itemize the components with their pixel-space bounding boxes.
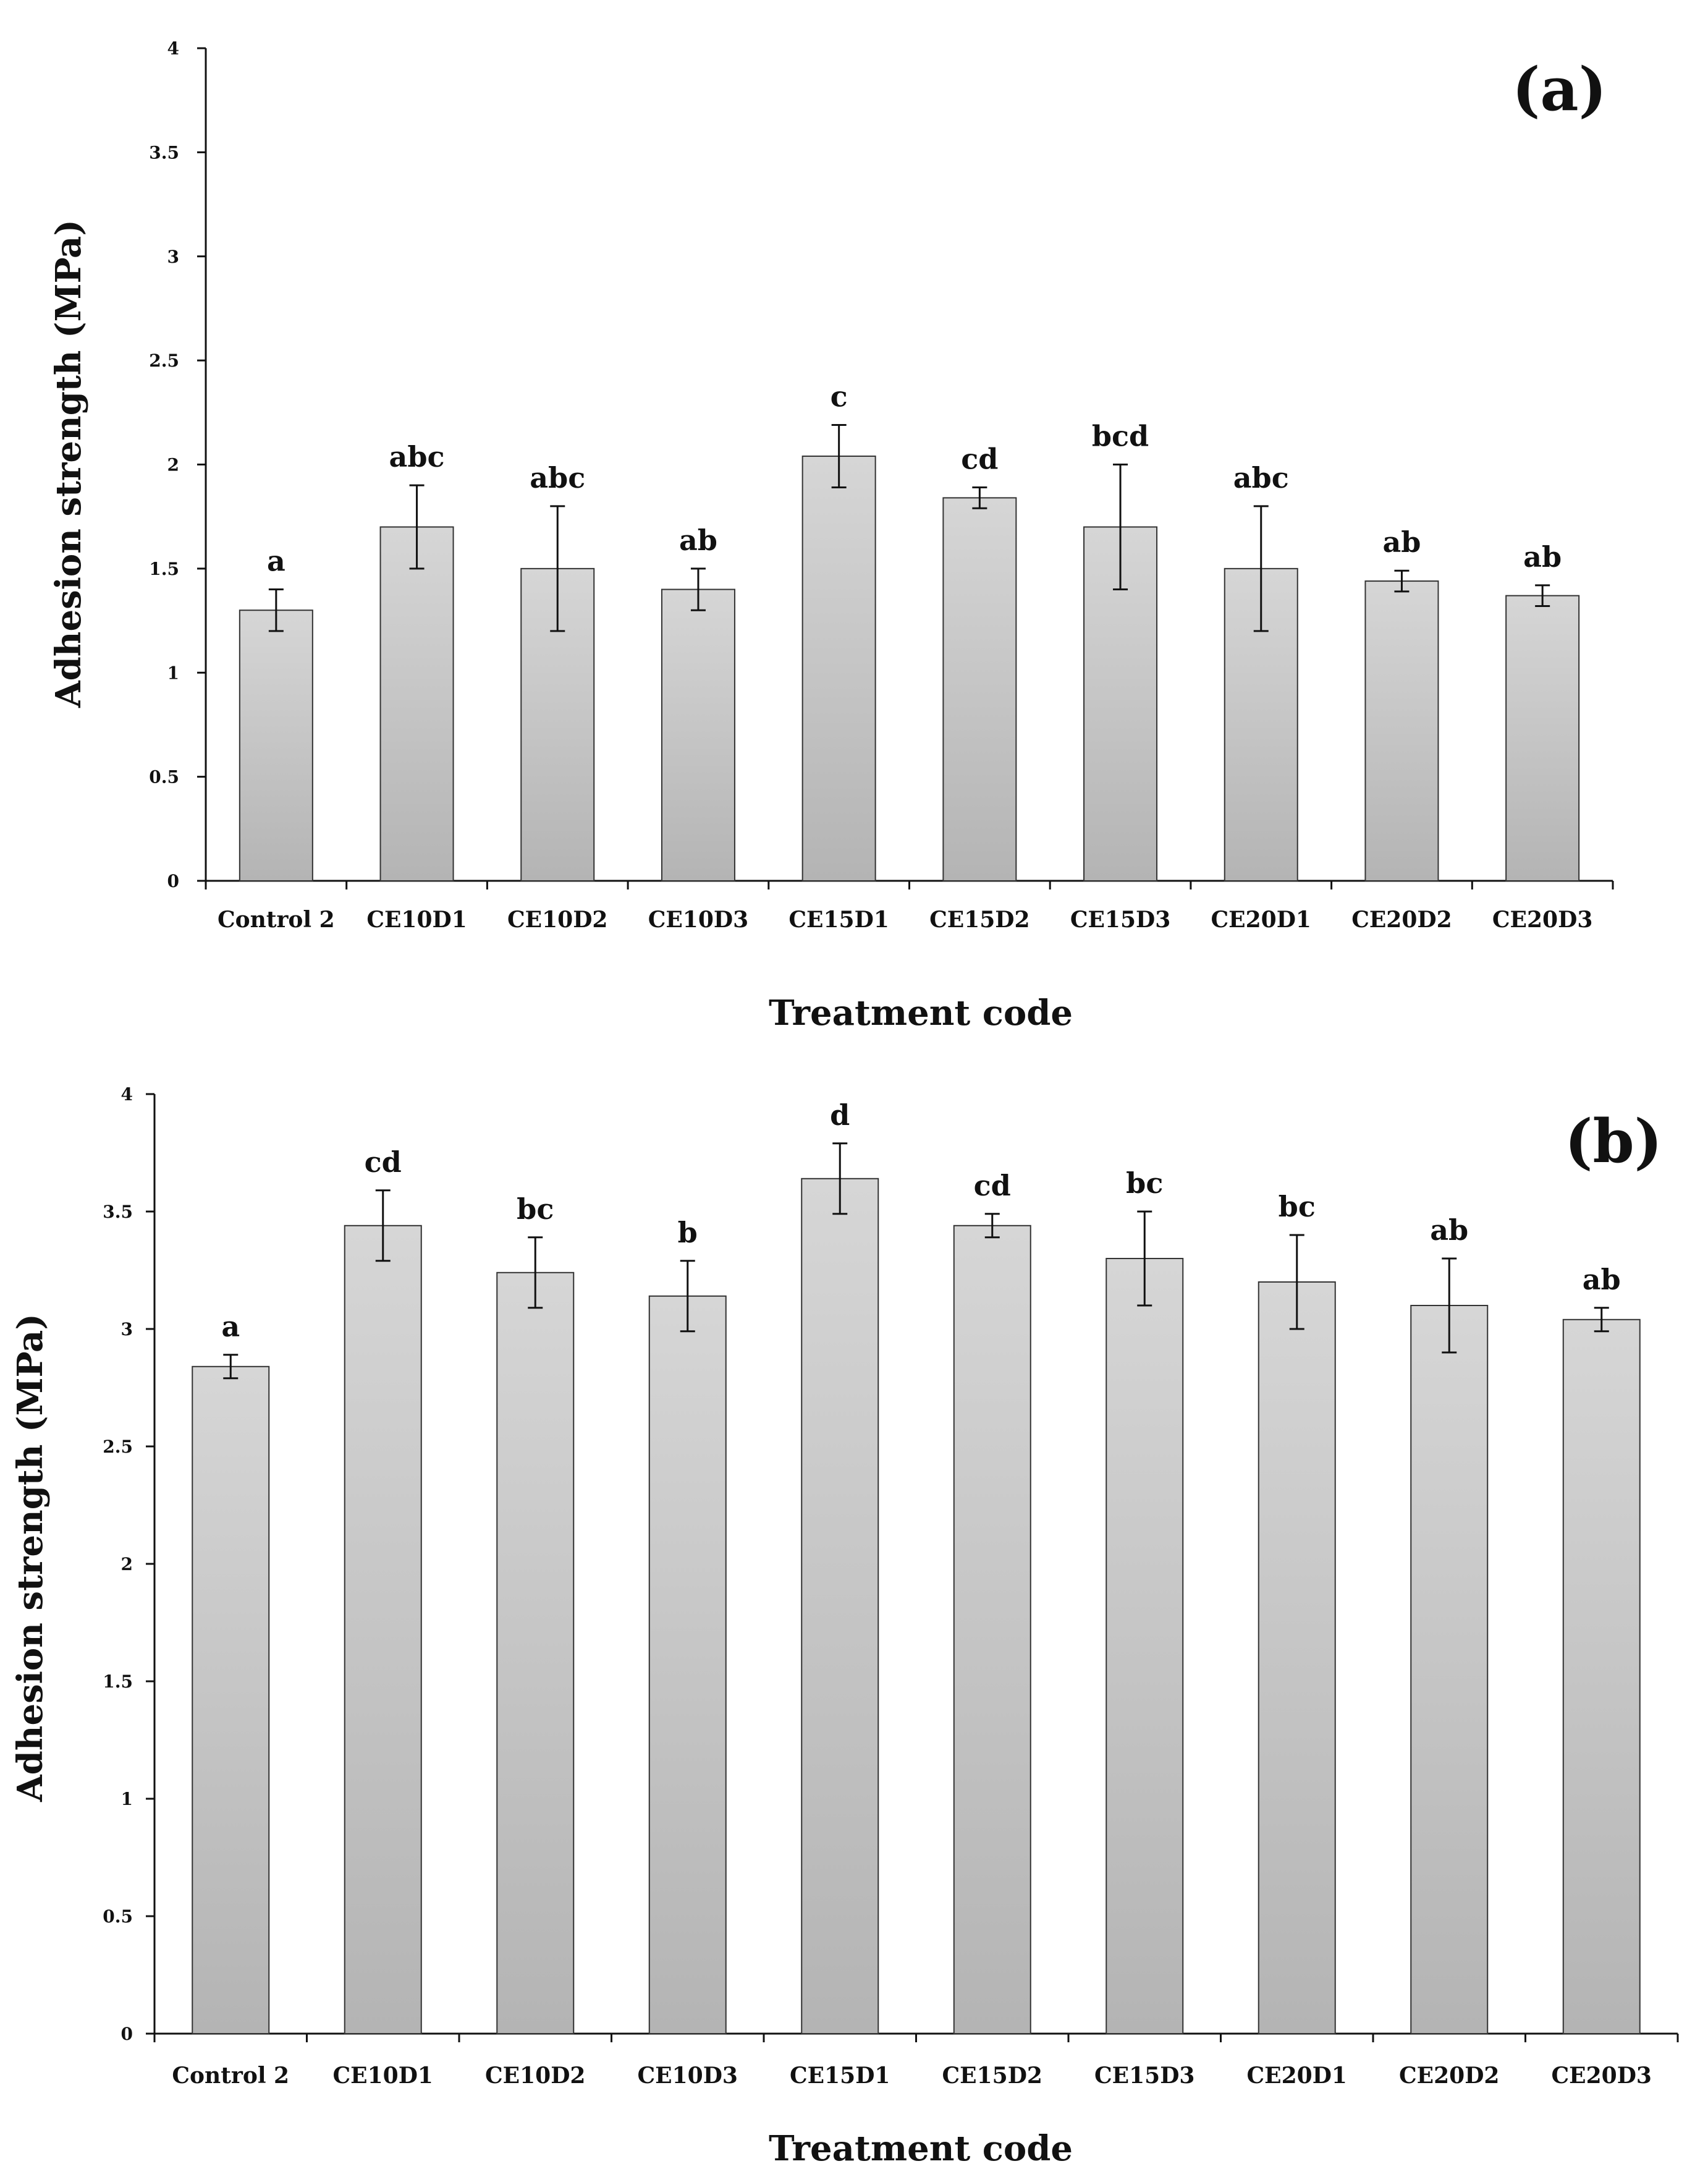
y-tick-label: 2.5 — [149, 350, 179, 371]
category-label: CE10D1 — [366, 907, 467, 933]
y-axis-title-b: Adhesion strength (MPa) — [10, 1314, 51, 1802]
category-label: CE15D1 — [788, 907, 889, 933]
category-label: CE15D1 — [790, 2063, 890, 2089]
significance-letter: a — [221, 1310, 240, 1343]
significance-letter: abc — [389, 440, 445, 473]
y-tick-label: 4 — [167, 38, 179, 59]
significance-letter: abc — [530, 461, 585, 494]
significance-letter: cd — [365, 1145, 402, 1179]
significance-letter: b — [678, 1216, 698, 1249]
y-tick-label: 0 — [121, 2024, 133, 2044]
category-label: CE20D1 — [1247, 2063, 1347, 2089]
category-label: Control 2 — [218, 907, 335, 933]
bar — [1364, 580, 1439, 882]
category-label: CE15D3 — [1070, 907, 1170, 933]
bar — [953, 1225, 1031, 2034]
bar — [1106, 1258, 1184, 2034]
category-label: CE20D3 — [1492, 907, 1592, 933]
significance-letter: c — [831, 380, 848, 414]
y-tick-label: 3 — [121, 1319, 133, 1339]
y-tick-label: 0 — [167, 871, 179, 891]
bar — [648, 1295, 727, 2034]
panel-label-b: (b) — [1565, 1106, 1662, 1176]
panel-label-a: (a) — [1512, 54, 1607, 124]
y-tick-label: 1.5 — [103, 1671, 133, 1692]
bar — [1562, 1318, 1641, 2034]
category-label: CE10D3 — [648, 907, 748, 933]
chart-panel-b: (b) Adhesion strength (MPa) Treatment co… — [10, 1084, 1679, 2169]
significance-letter: bcd — [1092, 420, 1149, 453]
y-tick-label: 4 — [121, 1084, 133, 1105]
significance-letter: abc — [1233, 461, 1289, 494]
y-tick-label: 0.5 — [103, 1906, 133, 1927]
bar — [1258, 1281, 1336, 2034]
y-tick-label: 2 — [121, 1554, 133, 1574]
y-tick-label: 1.5 — [149, 559, 179, 579]
bar — [942, 497, 1017, 881]
category-label: CE20D2 — [1351, 907, 1452, 933]
significance-letter: cd — [974, 1169, 1011, 1202]
y-tick-label: 1 — [121, 1789, 133, 1809]
category-label: CE20D2 — [1399, 2063, 1499, 2089]
category-label: CE15D2 — [929, 907, 1029, 933]
category-label: CE20D3 — [1552, 2063, 1652, 2089]
y-tick-label: 1 — [167, 663, 179, 683]
significance-letter: a — [267, 545, 285, 578]
significance-letter: d — [830, 1098, 850, 1132]
x-axis-title-a: Treatment code — [769, 993, 1073, 1034]
y-tick-label: 2 — [167, 455, 179, 475]
category-label: Control 2 — [172, 2063, 289, 2089]
category-label: CE10D1 — [333, 2063, 433, 2089]
category-label: CE10D2 — [485, 2063, 585, 2089]
bar — [496, 1271, 575, 2034]
y-axis-title-a: Adhesion strength (MPa) — [48, 219, 89, 708]
category-label: CE15D3 — [1094, 2063, 1194, 2089]
y-tick-label: 3.5 — [149, 142, 179, 163]
bar — [192, 1365, 270, 2034]
category-label: CE10D3 — [638, 2063, 738, 2089]
significance-letter: bc — [1126, 1166, 1163, 1200]
category-label: CE10D2 — [507, 907, 607, 933]
chart-panel-a: (a) Adhesion strength (MPa) Treatment co… — [48, 38, 1614, 1034]
y-tick-label: 2.5 — [103, 1437, 133, 1457]
bar — [801, 1178, 879, 2034]
bar — [239, 609, 313, 881]
category-label: CE15D2 — [942, 2063, 1042, 2089]
bar — [801, 456, 876, 881]
bar — [1410, 1305, 1489, 2034]
y-tick-label: 3.5 — [103, 1202, 133, 1222]
significance-letter: ab — [1583, 1263, 1621, 1296]
y-tick-label: 0.5 — [149, 767, 179, 787]
significance-letter: bc — [517, 1192, 554, 1226]
bar — [661, 588, 735, 881]
bar — [1505, 595, 1580, 882]
significance-letter: ab — [1382, 525, 1421, 559]
significance-letter: bc — [1279, 1190, 1316, 1223]
significance-letter: ab — [679, 524, 717, 557]
y-tick-label: 3 — [167, 247, 179, 267]
significance-letter: cd — [961, 443, 998, 476]
significance-letter: ab — [1523, 540, 1562, 574]
significance-letter: ab — [1430, 1213, 1468, 1247]
category-label: CE20D1 — [1211, 907, 1311, 933]
bar — [344, 1225, 422, 2034]
bar — [379, 526, 454, 881]
x-axis-title-b: Treatment code — [769, 2128, 1073, 2169]
